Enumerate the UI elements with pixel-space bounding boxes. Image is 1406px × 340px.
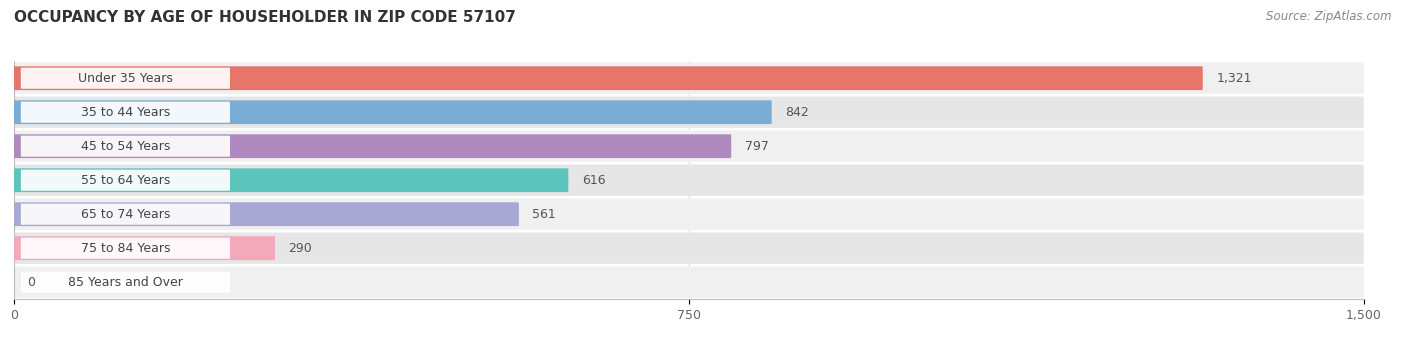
- Text: 1,321: 1,321: [1216, 72, 1251, 85]
- FancyBboxPatch shape: [21, 204, 231, 225]
- Text: 75 to 84 Years: 75 to 84 Years: [80, 242, 170, 255]
- FancyBboxPatch shape: [14, 100, 772, 124]
- Text: 35 to 44 Years: 35 to 44 Years: [80, 106, 170, 119]
- FancyBboxPatch shape: [14, 63, 1364, 94]
- FancyBboxPatch shape: [14, 202, 519, 226]
- FancyBboxPatch shape: [21, 102, 231, 123]
- Text: 85 Years and Over: 85 Years and Over: [67, 276, 183, 289]
- FancyBboxPatch shape: [14, 236, 276, 260]
- FancyBboxPatch shape: [14, 165, 1364, 196]
- FancyBboxPatch shape: [14, 97, 1364, 128]
- FancyBboxPatch shape: [14, 267, 1364, 298]
- FancyBboxPatch shape: [14, 66, 1202, 90]
- FancyBboxPatch shape: [14, 199, 1364, 230]
- FancyBboxPatch shape: [14, 168, 568, 192]
- FancyBboxPatch shape: [14, 134, 731, 158]
- FancyBboxPatch shape: [14, 131, 1364, 162]
- Text: 842: 842: [785, 106, 808, 119]
- Text: 561: 561: [533, 208, 557, 221]
- Text: 0: 0: [28, 276, 35, 289]
- FancyBboxPatch shape: [21, 170, 231, 191]
- FancyBboxPatch shape: [14, 233, 1364, 264]
- Text: 797: 797: [745, 140, 769, 153]
- FancyBboxPatch shape: [21, 272, 231, 293]
- Text: OCCUPANCY BY AGE OF HOUSEHOLDER IN ZIP CODE 57107: OCCUPANCY BY AGE OF HOUSEHOLDER IN ZIP C…: [14, 10, 516, 25]
- Text: 65 to 74 Years: 65 to 74 Years: [80, 208, 170, 221]
- Text: Source: ZipAtlas.com: Source: ZipAtlas.com: [1267, 10, 1392, 23]
- Text: 290: 290: [288, 242, 312, 255]
- Text: 45 to 54 Years: 45 to 54 Years: [80, 140, 170, 153]
- Text: 55 to 64 Years: 55 to 64 Years: [80, 174, 170, 187]
- FancyBboxPatch shape: [21, 238, 231, 259]
- FancyBboxPatch shape: [21, 136, 231, 157]
- FancyBboxPatch shape: [21, 68, 231, 89]
- Text: Under 35 Years: Under 35 Years: [77, 72, 173, 85]
- Text: 616: 616: [582, 174, 606, 187]
